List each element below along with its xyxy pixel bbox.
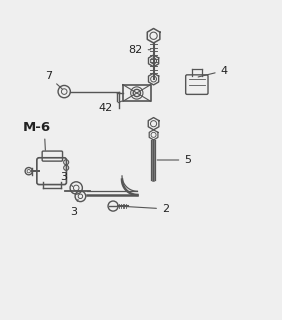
Text: 42: 42: [98, 101, 122, 113]
Text: 5: 5: [157, 155, 191, 165]
Text: 2: 2: [121, 204, 169, 214]
Text: 82: 82: [128, 45, 151, 55]
Text: 7: 7: [45, 71, 62, 89]
Text: 3: 3: [70, 199, 78, 217]
Text: 3: 3: [60, 172, 73, 187]
Text: 4: 4: [198, 66, 228, 77]
Text: M-6: M-6: [22, 121, 50, 134]
